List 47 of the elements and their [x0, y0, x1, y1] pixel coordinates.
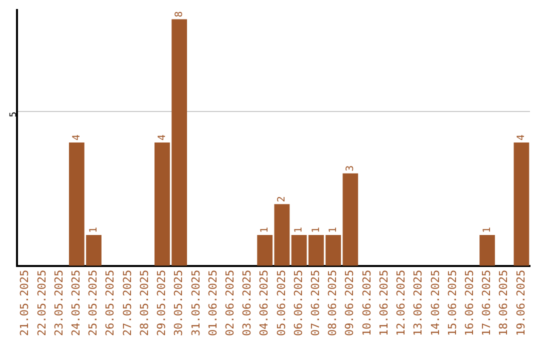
- x-tick-label: 27.05.2025: [120, 270, 134, 336]
- x-tick-label: 22.05.2025: [35, 270, 48, 336]
- data-label: 4: [156, 134, 168, 141]
- y-tick-label: 5: [9, 112, 20, 118]
- x-tick-label: 03.06.2025: [240, 270, 254, 336]
- x-tick-label: 19.06.2025: [514, 270, 528, 336]
- data-label: 3: [344, 165, 356, 172]
- x-tick-label: 24.05.2025: [70, 270, 83, 336]
- x-tick-label: 16.06.2025: [462, 270, 476, 336]
- data-label: 8: [174, 11, 185, 18]
- data-label: 4: [71, 134, 82, 141]
- bar: [257, 234, 273, 266]
- bar: [514, 142, 530, 266]
- data-label: 1: [482, 226, 493, 233]
- x-tick-label: 23.05.2025: [52, 270, 66, 336]
- x-tick-label: 31.05.2025: [189, 270, 202, 336]
- x-tick-label: 17.06.2025: [480, 270, 494, 336]
- x-tick-label: 06.06.2025: [292, 270, 305, 336]
- data-label: 1: [294, 226, 305, 233]
- data-label: 1: [259, 226, 270, 233]
- x-tick-label: 11.06.2025: [377, 270, 390, 336]
- data-label: 1: [328, 226, 339, 233]
- x-tick-label: 28.05.2025: [138, 270, 151, 336]
- x-tick-label: 13.06.2025: [412, 270, 425, 336]
- x-tick-label: 25.05.2025: [86, 270, 100, 336]
- x-tick-label: 14.06.2025: [428, 270, 442, 336]
- x-tick-label: 18.06.2025: [497, 270, 510, 336]
- data-label: 1: [310, 226, 322, 233]
- data-label: 2: [276, 196, 288, 202]
- x-tick-label: 01.06.2025: [206, 270, 220, 336]
- x-tick-label: 15.06.2025: [446, 270, 459, 336]
- x-tick-label: 08.06.2025: [326, 270, 340, 336]
- x-tick-label: 10.06.2025: [360, 270, 374, 336]
- x-tick-label: 21.05.2025: [18, 270, 32, 336]
- data-label: 1: [88, 226, 100, 233]
- x-tick-label: 05.06.2025: [274, 270, 288, 336]
- bar: [274, 204, 290, 266]
- x-tick-label: 07.06.2025: [309, 270, 322, 336]
- x-tick-label: 29.05.2025: [155, 270, 168, 336]
- x-tick-label: 04.06.2025: [258, 270, 271, 336]
- x-tick-label: 26.05.2025: [104, 270, 117, 336]
- x-tick-label: 30.05.2025: [172, 270, 186, 336]
- bar: [480, 234, 495, 266]
- data-label: 4: [516, 134, 528, 141]
- x-tick-label: 02.06.2025: [223, 270, 236, 336]
- x-tick-label: 09.06.2025: [343, 270, 356, 336]
- x-tick-label: 12.06.2025: [394, 270, 408, 336]
